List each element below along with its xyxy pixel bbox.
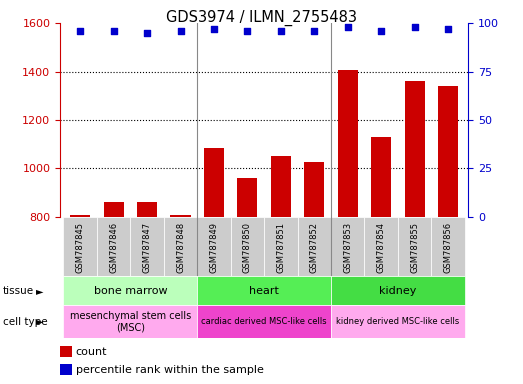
Text: GSM787854: GSM787854 bbox=[377, 222, 385, 273]
Bar bbox=[365, 217, 398, 276]
Text: bone marrow: bone marrow bbox=[94, 286, 167, 296]
Point bbox=[243, 28, 252, 34]
Bar bbox=[60, 346, 72, 357]
Point bbox=[411, 24, 419, 30]
Point bbox=[377, 28, 385, 34]
Text: GSM787846: GSM787846 bbox=[109, 222, 118, 273]
Text: cardiac derived MSC-like cells: cardiac derived MSC-like cells bbox=[201, 317, 327, 326]
Bar bbox=[197, 217, 231, 276]
Point bbox=[109, 28, 118, 34]
Text: ►: ► bbox=[36, 286, 43, 296]
Text: kidney: kidney bbox=[379, 286, 416, 296]
Bar bbox=[137, 202, 157, 217]
Bar bbox=[405, 81, 425, 217]
Point bbox=[143, 30, 151, 36]
Bar bbox=[170, 215, 190, 217]
Bar bbox=[338, 70, 358, 217]
Bar bbox=[371, 137, 391, 217]
Bar bbox=[331, 276, 465, 305]
Text: GSM787855: GSM787855 bbox=[410, 222, 419, 273]
Bar bbox=[237, 178, 257, 217]
Bar bbox=[304, 162, 324, 217]
Text: GSM787849: GSM787849 bbox=[209, 222, 219, 273]
Bar bbox=[197, 305, 331, 338]
Text: GSM787848: GSM787848 bbox=[176, 222, 185, 273]
Bar bbox=[271, 156, 291, 217]
Bar bbox=[164, 217, 197, 276]
Text: GSM787853: GSM787853 bbox=[343, 222, 352, 273]
Point bbox=[210, 26, 218, 32]
Bar bbox=[431, 217, 465, 276]
Text: heart: heart bbox=[249, 286, 279, 296]
Bar bbox=[60, 364, 72, 375]
Text: kidney derived MSC-like cells: kidney derived MSC-like cells bbox=[336, 317, 460, 326]
Text: percentile rank within the sample: percentile rank within the sample bbox=[76, 365, 264, 375]
Text: GDS3974 / ILMN_2755483: GDS3974 / ILMN_2755483 bbox=[166, 10, 357, 26]
Bar bbox=[398, 217, 431, 276]
Text: mesenchymal stem cells
(MSC): mesenchymal stem cells (MSC) bbox=[70, 311, 191, 333]
Bar bbox=[231, 217, 264, 276]
Bar bbox=[204, 148, 224, 217]
Bar bbox=[70, 215, 90, 217]
Bar bbox=[331, 217, 365, 276]
Text: tissue: tissue bbox=[3, 286, 34, 296]
Bar bbox=[197, 276, 331, 305]
Bar bbox=[130, 217, 164, 276]
Text: GSM787852: GSM787852 bbox=[310, 222, 319, 273]
Bar bbox=[63, 305, 197, 338]
Point bbox=[310, 28, 319, 34]
Point bbox=[344, 24, 352, 30]
Text: GSM787856: GSM787856 bbox=[444, 222, 452, 273]
Text: GSM787847: GSM787847 bbox=[143, 222, 152, 273]
Text: cell type: cell type bbox=[3, 316, 47, 327]
Bar bbox=[438, 86, 458, 217]
Text: GSM787850: GSM787850 bbox=[243, 222, 252, 273]
Bar bbox=[104, 202, 123, 217]
Point bbox=[277, 28, 285, 34]
Text: GSM787851: GSM787851 bbox=[276, 222, 286, 273]
Point bbox=[444, 26, 452, 32]
Text: GSM787845: GSM787845 bbox=[76, 222, 85, 273]
Text: ►: ► bbox=[36, 316, 43, 327]
Text: count: count bbox=[76, 347, 107, 357]
Bar bbox=[264, 217, 298, 276]
Bar bbox=[298, 217, 331, 276]
Bar bbox=[331, 305, 465, 338]
Point bbox=[176, 28, 185, 34]
Bar bbox=[97, 217, 130, 276]
Bar bbox=[63, 217, 97, 276]
Bar bbox=[63, 276, 197, 305]
Point bbox=[76, 28, 84, 34]
